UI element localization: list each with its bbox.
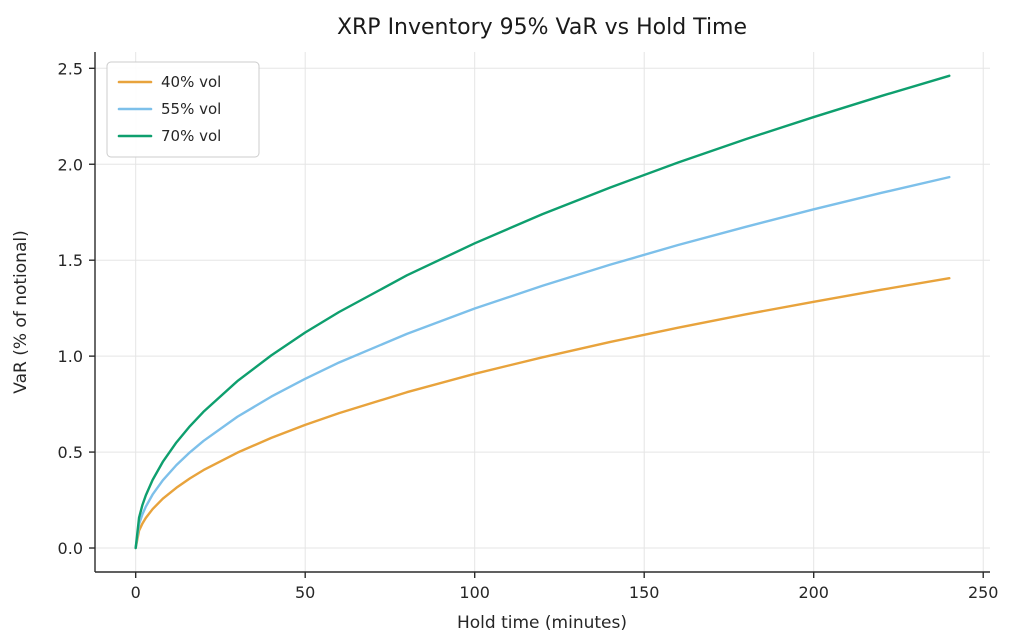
legend-box: [106, 61, 260, 158]
x-tick-label: 150: [629, 583, 660, 602]
x-tick-label: 250: [968, 583, 999, 602]
series-line-40-vol: [134, 277, 951, 550]
y-tick-label: 1.0: [58, 347, 83, 366]
legend-label: 40% vol: [161, 73, 221, 91]
legend-label: 70% vol: [161, 127, 221, 145]
series-line-70-vol: [134, 74, 951, 550]
y-tick-label: 0.0: [58, 539, 83, 558]
legend-label: 55% vol: [161, 100, 221, 118]
x-axis-label: Hold time (minutes): [457, 613, 627, 633]
y-tick-label: 2.5: [58, 59, 83, 78]
y-tick-label: 1.5: [58, 251, 83, 270]
x-tick-label: 100: [459, 583, 490, 602]
y-tick-label: 2.0: [58, 155, 83, 174]
legend: 40% vol 55% vol 70% vol: [106, 61, 260, 158]
series-line-55-vol: [134, 175, 951, 550]
x-tick-label: 50: [295, 583, 315, 602]
chart-title: XRP Inventory 95% VaR vs Hold Time: [337, 15, 747, 40]
x-tick-label: 0: [131, 583, 141, 602]
series-lines: [134, 74, 951, 550]
y-tick-label: 0.5: [58, 443, 83, 462]
x-tick-label: 200: [798, 583, 829, 602]
axes: 0 50 100 150 200 250 0.0 0.5 1.0 1.5 2.0 2.5: [58, 52, 999, 602]
y-axis-label: VaR (% of notional): [11, 230, 31, 393]
